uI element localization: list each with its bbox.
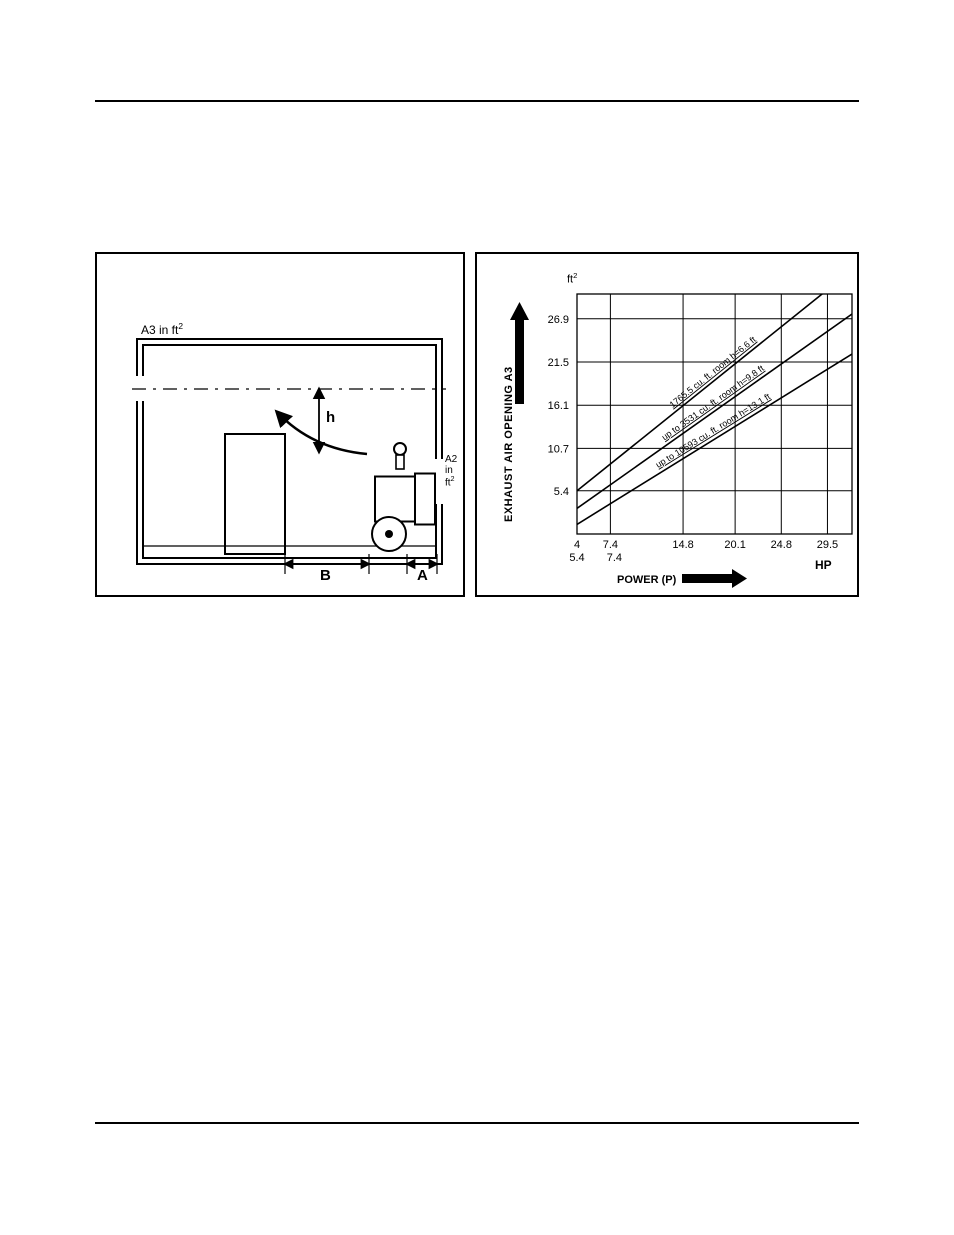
- room-diagram-svg: [97, 254, 467, 599]
- svg-text:7.4: 7.4: [607, 552, 622, 564]
- svg-text:10.7: 10.7: [548, 443, 569, 455]
- svg-text:29.5: 29.5: [817, 539, 838, 551]
- bottom-rule: [95, 1122, 859, 1124]
- label-A: A: [417, 567, 428, 584]
- y-unit: ft2: [567, 271, 577, 286]
- svg-text:14.8: 14.8: [672, 539, 693, 551]
- svg-text:16.1: 16.1: [548, 400, 569, 412]
- label-h: h: [326, 409, 335, 426]
- ventilation-chart-svg: 5.4 10.7 16.1 21.5 26.9 4 7.4 14.8 20.1 24.8 29.5 5…: [477, 254, 861, 599]
- svg-text:26.9: 26.9: [548, 314, 569, 326]
- svg-text:20.1: 20.1: [724, 539, 745, 551]
- ventilation-chart: 5.4 10.7 16.1 21.5 26.9 4 7.4 14.8 20.1 24.8 29.5 5…: [475, 252, 859, 597]
- x-unit: HP: [815, 558, 832, 572]
- x-axis-label: POWER (P): [617, 574, 676, 586]
- figure-row: A3 in ft2 A2 in ft2 h B A 5.4 10.7 16.1 21.…: [95, 252, 859, 597]
- svg-text:5.4: 5.4: [569, 552, 584, 564]
- svg-text:24.8: 24.8: [771, 539, 792, 551]
- label-a2: A2 in ft2: [445, 454, 463, 488]
- svg-text:4: 4: [574, 539, 580, 551]
- svg-text:21.5: 21.5: [548, 357, 569, 369]
- room-diagram: A3 in ft2 A2 in ft2 h B A: [95, 252, 465, 597]
- top-rule: [95, 100, 859, 102]
- label-a3: A3 in ft2: [141, 321, 183, 337]
- y-axis-label: EXHAUST AIR OPENING A3: [503, 366, 515, 522]
- label-B: B: [320, 567, 331, 584]
- svg-text:5.4: 5.4: [554, 486, 569, 498]
- svg-text:7.4: 7.4: [603, 539, 618, 551]
